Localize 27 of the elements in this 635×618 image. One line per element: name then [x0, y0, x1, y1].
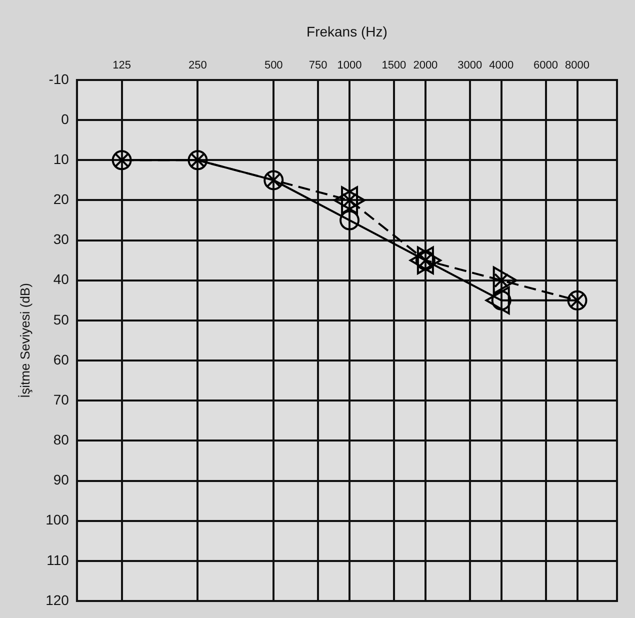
y-tick-label: 10 — [53, 151, 70, 168]
x-tick-label: 1000 — [337, 59, 362, 72]
x-tick-label: 8000 — [565, 59, 590, 72]
x-tick-label: 250 — [188, 59, 207, 72]
y-tick-label: 60 — [53, 351, 70, 368]
y-tick-label: 40 — [53, 271, 70, 288]
x-tick-label: 3000 — [458, 59, 482, 72]
x-tick-label: 1500 — [382, 59, 406, 72]
x-tick-label: 500 — [264, 59, 283, 72]
y-tick-label: 90 — [53, 472, 70, 488]
y-tick-label: 100 — [46, 512, 70, 528]
x-axis-title: Frekans (Hz) — [306, 23, 388, 40]
y-tick-label: 110 — [46, 552, 70, 568]
y-tick-label: 70 — [53, 391, 70, 408]
y-tick-label: -10 — [48, 70, 70, 87]
y-axis-title: İşitme Seviyesi (dB) — [17, 283, 32, 398]
y-tick-label: 50 — [53, 311, 70, 328]
x-tick-label: 750 — [308, 59, 328, 72]
x-tick-label: 4000 — [489, 59, 514, 72]
y-tick-label: 0 — [61, 110, 70, 127]
x-tick-label: 6000 — [534, 59, 558, 72]
x-tick-label: 125 — [112, 59, 131, 72]
x-tick-label: 2000 — [413, 59, 438, 72]
y-tick-label: 120 — [46, 592, 70, 608]
y-tick-label: 30 — [53, 231, 70, 248]
y-tick-label: 80 — [53, 432, 70, 448]
y-tick-label: 20 — [53, 191, 70, 208]
